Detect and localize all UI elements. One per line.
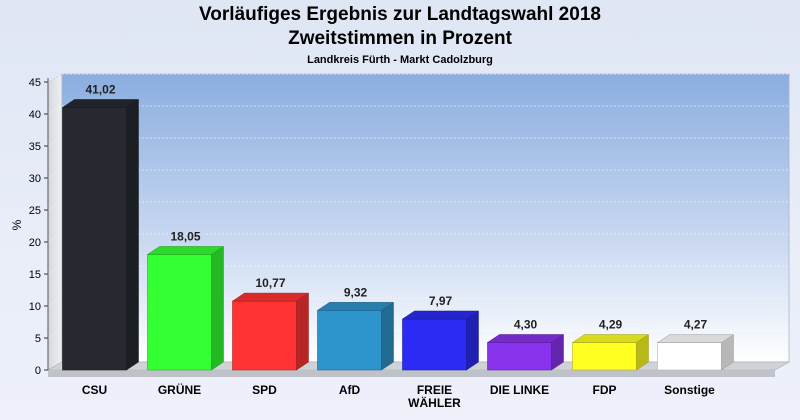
bar-front: [402, 318, 467, 371]
bar-side: [296, 292, 309, 371]
bar-front: [62, 107, 127, 371]
bar-side: [466, 310, 479, 371]
bar-top: [401, 310, 480, 320]
bar-front: [572, 342, 637, 371]
bar-front: [147, 254, 212, 371]
left-wall: [47, 73, 63, 371]
x-tick-label: GRÜNE: [158, 382, 201, 397]
chart-subtitle: Zweitstimmen in Prozent: [288, 28, 512, 49]
x-tick-label: DIE LINKE: [490, 383, 549, 397]
x-tick-label: CSU: [82, 383, 107, 397]
floor-edge: [48, 370, 775, 377]
x-tick-label: SPD: [252, 383, 277, 397]
y-tick-label: 20: [29, 237, 41, 249]
x-tick-label: Sonstige: [664, 383, 715, 397]
y-tick-label: 15: [29, 269, 41, 281]
bar-value-label: 41,02: [85, 82, 115, 96]
bar-top: [61, 99, 140, 108]
bar-top: [146, 246, 225, 255]
bar: [146, 246, 225, 371]
bar-value-label: 4,27: [684, 318, 708, 332]
bar-top: [571, 334, 650, 343]
gridline-side: [47, 137, 63, 147]
x-tick-label: WÄHLER: [408, 395, 461, 410]
x-tick-label: AfD: [339, 383, 361, 397]
y-tick-label: 25: [29, 205, 41, 217]
bar-value-label: 18,05: [170, 229, 200, 243]
y-tick-label: 30: [29, 173, 41, 185]
bar-top: [316, 302, 395, 311]
y-tick-label: 40: [29, 109, 41, 121]
y-tick-label: 5: [35, 333, 41, 345]
y-tick-label: 10: [29, 301, 41, 313]
x-tick-label: FDP: [593, 383, 617, 397]
bar-value-label: 4,29: [599, 318, 623, 332]
bar-value-label: 9,32: [344, 285, 368, 299]
chart-region-label: Landkreis Fürth - Markt Cadolzburg: [307, 54, 493, 66]
bar-top: [656, 334, 735, 343]
bar-side: [381, 301, 394, 371]
bar-front: [657, 342, 722, 371]
gridline-side: [47, 329, 63, 339]
chart-title: Vorläufiges Ergebnis zur Landtagswahl 20…: [199, 4, 601, 25]
bar: [231, 292, 310, 371]
gridline-side: [47, 233, 63, 243]
gridline-side: [47, 265, 63, 275]
y-tick-label: 45: [29, 77, 41, 89]
bar: [401, 310, 480, 371]
bar: [316, 301, 395, 371]
bar: [486, 334, 565, 371]
bar-top: [486, 334, 565, 343]
y-tick-label: 35: [29, 141, 41, 153]
bar: [61, 99, 140, 371]
gridline-side: [47, 297, 63, 307]
y-tick-label: 0: [35, 365, 41, 377]
bar: [656, 334, 735, 371]
bar-front: [487, 342, 552, 371]
bar-side: [126, 99, 139, 371]
bar: [571, 334, 650, 371]
x-tick-label: FREIE: [417, 383, 452, 397]
bar-value-label: 4,30: [514, 317, 538, 331]
gridline-side: [47, 105, 63, 115]
gridline-side: [47, 201, 63, 211]
bar-front: [317, 310, 382, 371]
bar-value-label: 10,77: [255, 276, 285, 290]
bar-value-label: 7,97: [429, 294, 453, 308]
gridline-side: [47, 169, 63, 179]
y-axis-label: %: [10, 219, 24, 230]
gridline-side: [47, 73, 63, 83]
bar-side: [211, 246, 224, 371]
bar-front: [232, 300, 297, 371]
bar-top: [231, 292, 310, 302]
